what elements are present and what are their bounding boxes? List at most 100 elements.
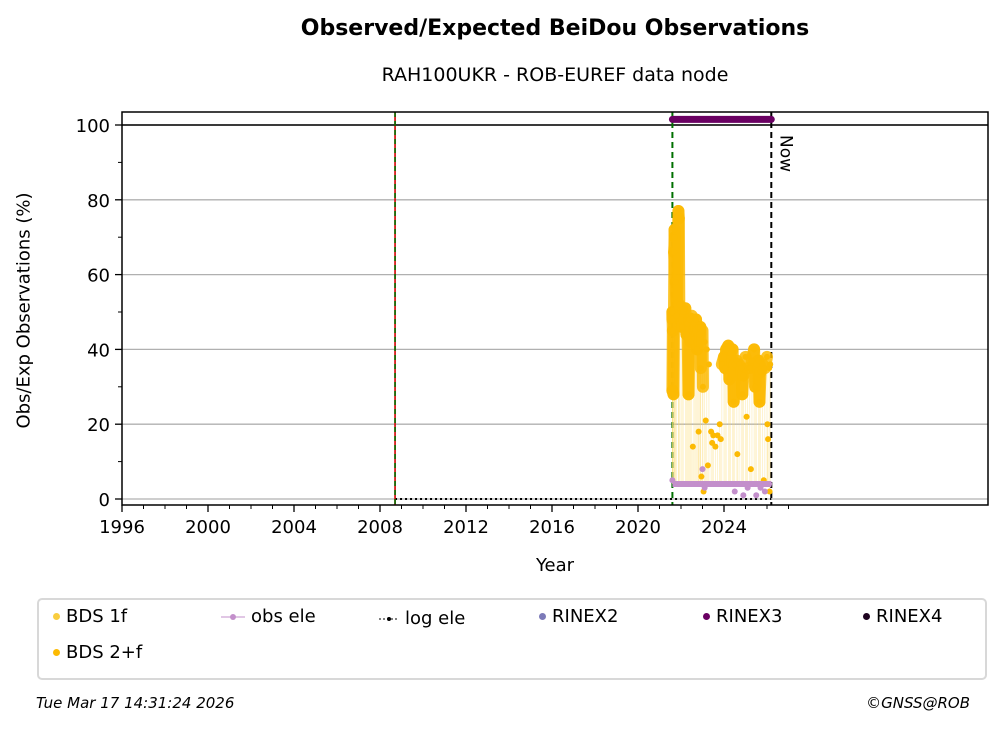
timestamp: Tue Mar 17 14:31:24 2026 bbox=[36, 694, 235, 712]
obs-ele-point bbox=[731, 488, 738, 495]
bds-2f-point bbox=[699, 327, 706, 334]
bds-2f-point bbox=[752, 383, 759, 390]
bds-2f-point bbox=[688, 312, 695, 319]
bds-2f-point bbox=[671, 226, 678, 233]
rinex3-marker-icon bbox=[703, 613, 710, 620]
bds-2f-point bbox=[722, 365, 729, 372]
bds-2f-point bbox=[682, 305, 689, 312]
bds-2f-point bbox=[705, 361, 712, 368]
bds-2f-point bbox=[742, 353, 749, 360]
bds-2f-point bbox=[671, 234, 678, 241]
bds-2f-point bbox=[704, 462, 711, 469]
bds-2f-point bbox=[738, 365, 745, 372]
copyright: ©GNSS@ROB bbox=[866, 694, 970, 712]
bds-2f-point bbox=[699, 383, 706, 390]
bds-2f-point bbox=[685, 391, 692, 398]
x-axis-label: Year bbox=[535, 555, 575, 576]
obs-ele-point bbox=[753, 492, 760, 499]
bds-2f-point bbox=[756, 398, 763, 405]
legend-label: RINEX4 bbox=[876, 606, 943, 627]
bds-2f-point bbox=[702, 417, 709, 424]
legend-rinex2: RINEX2 bbox=[539, 606, 618, 627]
obs-ele-point bbox=[727, 481, 734, 488]
bds-2f-point bbox=[689, 443, 696, 450]
bds-2f-point bbox=[676, 301, 683, 308]
bds-2f-point bbox=[710, 432, 717, 439]
bds-2f-point bbox=[748, 357, 755, 364]
y-tick-label: 0 bbox=[99, 490, 110, 511]
bds-2f-point bbox=[746, 365, 753, 372]
obs-ele-point bbox=[748, 481, 755, 488]
legend-bds-2f: BDS 2+f bbox=[53, 642, 142, 663]
legend-label: obs ele bbox=[251, 606, 316, 627]
obs-ele-point bbox=[697, 481, 704, 488]
bds-2f-point bbox=[726, 376, 733, 383]
x-tick-label: 2020 bbox=[615, 517, 661, 538]
legend-label: RINEX2 bbox=[552, 606, 619, 627]
legend: BDS 1f obs ele log ele RINEX2 RINEX3 RIN… bbox=[37, 598, 987, 680]
bds-2f-point bbox=[725, 342, 732, 349]
x-tick-label: 1996 bbox=[99, 517, 145, 538]
legend-rinex4: RINEX4 bbox=[863, 606, 942, 627]
bds-2f-point bbox=[694, 346, 701, 353]
bds-2f-point bbox=[671, 249, 678, 256]
bds-2f-point bbox=[734, 451, 741, 458]
bds-2f-point bbox=[695, 428, 702, 435]
obs-ele-point bbox=[701, 484, 708, 491]
rinex4-marker-icon bbox=[863, 613, 870, 620]
bds-2f-point bbox=[764, 353, 770, 360]
legend-label: BDS 2+f bbox=[66, 642, 143, 663]
bds-2f-point bbox=[670, 391, 677, 398]
obs-ele-point bbox=[673, 481, 680, 488]
bds-2f-point bbox=[669, 327, 676, 334]
bds-2f-point bbox=[675, 215, 682, 222]
obs-ele-point bbox=[740, 492, 747, 499]
bds-2f-point bbox=[751, 346, 758, 353]
y-tick-label: 60 bbox=[87, 266, 110, 287]
legend-rinex3: RINEX3 bbox=[703, 606, 782, 627]
x-tick-label: 2012 bbox=[443, 517, 489, 538]
chart-title: Observed/Expected BeiDou Observations bbox=[300, 16, 810, 41]
bds-2f-point bbox=[703, 346, 710, 353]
bds-1f-marker-icon bbox=[53, 613, 60, 620]
obs-ele-point bbox=[757, 484, 764, 491]
bds-2f-point bbox=[683, 331, 690, 338]
rinex2-marker-icon bbox=[539, 613, 546, 620]
x-tick-label: 2004 bbox=[271, 517, 317, 538]
bds-2f-point bbox=[743, 413, 750, 420]
bds-2f-point bbox=[740, 372, 747, 379]
bds-2f-point bbox=[767, 361, 774, 368]
bds-2f-point bbox=[739, 391, 746, 398]
y-tick-label: 40 bbox=[87, 340, 110, 361]
bds-2f-point bbox=[673, 312, 680, 319]
log-ele-marker-icon bbox=[379, 616, 399, 621]
obs-ele-point bbox=[766, 481, 773, 488]
obs-ele-marker-icon bbox=[221, 613, 245, 620]
y-tick-label: 80 bbox=[87, 191, 110, 212]
x-tick-label: 2016 bbox=[529, 517, 575, 538]
bds-2f-point bbox=[765, 436, 772, 443]
obs-ele-point bbox=[699, 466, 706, 473]
bds-2f-point bbox=[697, 365, 704, 372]
legend-log-ele: log ele bbox=[379, 608, 465, 629]
bds-2f-point bbox=[730, 398, 737, 405]
bds-2f-point bbox=[729, 346, 736, 353]
obs-ele-point bbox=[678, 481, 684, 488]
bds-2f-point bbox=[679, 323, 686, 330]
legend-label: log ele bbox=[405, 608, 466, 629]
now-label: Now bbox=[775, 135, 795, 172]
bds-2f-point bbox=[701, 338, 708, 345]
bds-2f-point bbox=[721, 353, 727, 360]
legend-bds-1f: BDS 1f bbox=[53, 606, 127, 627]
bds-2f-band bbox=[727, 358, 741, 408]
bds-2f-point bbox=[669, 316, 676, 323]
bds-2f-point bbox=[761, 365, 768, 372]
y-tick-label: 100 bbox=[76, 116, 110, 137]
obs-ele-point bbox=[744, 484, 751, 491]
plot-frame bbox=[121, 111, 989, 506]
bds-2f-marker-icon bbox=[53, 649, 60, 656]
bds-2f-point bbox=[678, 316, 684, 323]
bds-2f-point bbox=[757, 368, 764, 375]
